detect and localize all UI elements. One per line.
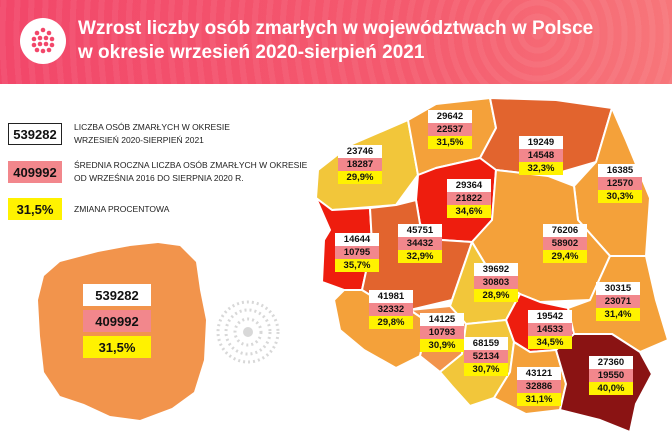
label-swietokrzyskie: 19542 14533 34,5% [528, 310, 572, 349]
label-deaths: 23746 [338, 145, 382, 158]
legend-change-label: ZMIANA PROCENTOWA [74, 203, 169, 216]
legend-change-label-text: ZMIANA PROCENTOWA [74, 203, 170, 214]
title-line-2: w okresie wrzesień 2020-sierpień 2021 [78, 42, 425, 63]
legend-average-label: ŚREDNIA ROCZNA LICZBA OSÓB ZMARŁYCH W OK… [74, 159, 307, 185]
label-deaths: 68159 [464, 337, 508, 350]
legend-average: 409992 ŚREDNIA ROCZNA LICZBA OSÓB ZMARŁY… [8, 159, 307, 185]
legend-deaths-label-1: LICZBA OSÓB ZMARŁYCH W OKRESIE [74, 122, 230, 132]
label-average: 23071 [596, 295, 640, 308]
legend-deaths: 539282 LICZBA OSÓB ZMARŁYCH W OKRESIE WR… [8, 121, 230, 147]
label-deaths: 76206 [543, 224, 587, 237]
label-average: 19550 [589, 369, 633, 382]
label-average: 21822 [447, 192, 491, 205]
legend-deaths-label: LICZBA OSÓB ZMARŁYCH W OKRESIE WRZESIEŃ … [74, 121, 230, 147]
label-average: 18287 [338, 158, 382, 171]
label-deaths: 16385 [598, 164, 642, 177]
label-deaths: 19249 [519, 136, 563, 149]
label-average: 52134 [464, 350, 508, 363]
label-change: 32,9% [398, 250, 442, 263]
label-average: 58902 [543, 237, 587, 250]
legend-average-label-2: OD WRZEŚNIA 2016 DO SIERPNIA 2020 R. [74, 173, 244, 183]
legend-deaths-label-2: WRZESIEŃ 2020-SIERPIEŃ 2021 [74, 135, 204, 145]
label-change: 31,4% [596, 308, 640, 321]
label-average: 12570 [598, 177, 642, 190]
label-deaths: 29364 [447, 179, 491, 192]
legend-change-box: 31,5% [8, 198, 62, 220]
label-change: 29,8% [369, 316, 413, 329]
label-change: 34,6% [447, 205, 491, 218]
label-average: 10795 [335, 246, 379, 259]
legend-change: 31,5% ZMIANA PROCENTOWA [8, 198, 169, 220]
page-title: Wzrost liczby osób zmarłych w województw… [78, 17, 593, 65]
label-change: 40,0% [589, 382, 633, 395]
poland-total-card: 539282 409992 31,5% [83, 284, 151, 362]
label-wielkopolskie: 45751 34432 32,9% [398, 224, 442, 263]
title-line-1: Wzrost liczby osób zmarłych w województw… [78, 18, 594, 39]
label-deaths: 27360 [589, 356, 633, 369]
label-deaths: 41981 [369, 290, 413, 303]
label-deaths: 45751 [398, 224, 442, 237]
label-deaths: 14125 [420, 313, 464, 326]
label-change: 32,3% [519, 162, 563, 175]
label-change: 30,7% [464, 363, 508, 376]
label-slaskie: 68159 52134 30,7% [464, 337, 508, 376]
logo-icon [20, 18, 66, 64]
label-lubuskie: 14644 10795 35,7% [335, 233, 379, 272]
label-deaths: 19542 [528, 310, 572, 323]
label-podkarpackie: 27360 19550 40,0% [589, 356, 633, 395]
label-deaths: 30315 [596, 282, 640, 295]
label-deaths: 14644 [335, 233, 379, 246]
legend-average-label-1: ŚREDNIA ROCZNA LICZBA OSÓB ZMARŁYCH W OK… [74, 160, 308, 170]
label-change: 31,1% [517, 393, 561, 406]
label-lodzkie: 39692 30803 28,9% [474, 263, 518, 302]
virus-icon [216, 300, 280, 364]
poland-total-change: 31,5% [83, 336, 151, 358]
legend-average-box: 409992 [8, 161, 62, 183]
label-change: 35,7% [335, 259, 379, 272]
label-change: 30,9% [420, 339, 464, 352]
label-average: 34432 [398, 237, 442, 250]
label-average: 32886 [517, 380, 561, 393]
label-podlaskie: 16385 12570 30,3% [598, 164, 642, 203]
header-banner: Wzrost liczby osób zmarłych w województw… [0, 0, 672, 84]
label-deaths: 39692 [474, 263, 518, 276]
label-change: 29,4% [543, 250, 587, 263]
label-warminsko-mazurskie: 19249 14548 32,3% [519, 136, 563, 175]
label-zachodniopomorskie: 23746 18287 29,9% [338, 145, 382, 184]
label-deaths: 43121 [517, 367, 561, 380]
label-average: 10793 [420, 326, 464, 339]
label-opolskie: 14125 10793 30,9% [420, 313, 464, 352]
label-mazowieckie: 76206 58902 29,4% [543, 224, 587, 263]
label-average: 32332 [369, 303, 413, 316]
poland-total-average: 409992 [83, 310, 151, 332]
label-change: 34,5% [528, 336, 572, 349]
label-change: 30,3% [598, 190, 642, 203]
label-change: 29,9% [338, 171, 382, 184]
label-malopolskie: 43121 32886 31,1% [517, 367, 561, 406]
label-dolnoslaskie: 41981 32332 29,8% [369, 290, 413, 329]
label-average: 14533 [528, 323, 572, 336]
label-kujawsko-pomorskie: 29364 21822 34,6% [447, 179, 491, 218]
label-average: 22537 [428, 123, 472, 136]
label-change: 28,9% [474, 289, 518, 302]
label-lubelskie: 30315 23071 31,4% [596, 282, 640, 321]
legend-deaths-box: 539282 [8, 123, 62, 145]
label-change: 31,5% [428, 136, 472, 149]
poland-total-deaths: 539282 [83, 284, 151, 306]
label-average: 14548 [519, 149, 563, 162]
label-pomorskie: 29642 22537 31,5% [428, 110, 472, 149]
label-average: 30803 [474, 276, 518, 289]
label-deaths: 29642 [428, 110, 472, 123]
